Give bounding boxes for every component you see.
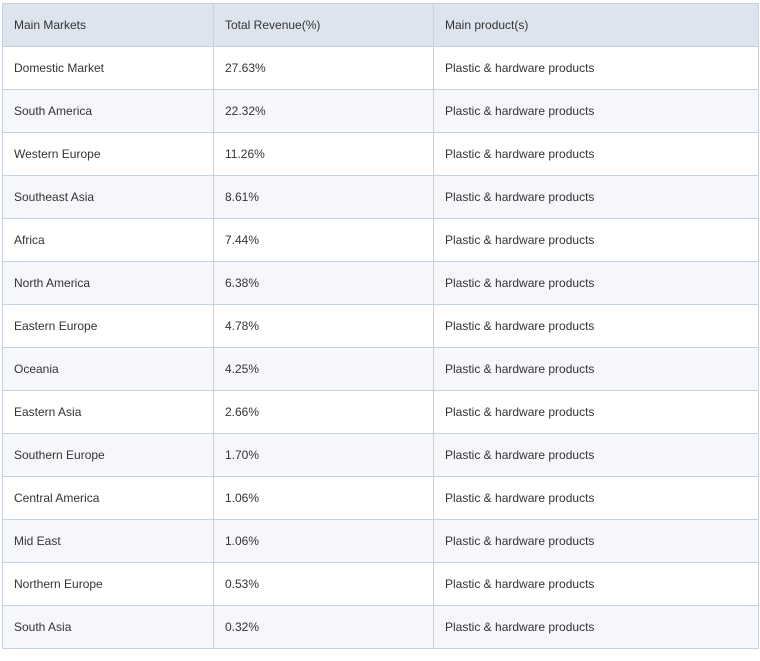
revenue-cell: 0.53% <box>213 562 434 606</box>
table-row: Northern Europe 0.53% Plastic & hardware p… <box>2 562 759 606</box>
market-cell: South America <box>2 89 214 133</box>
revenue-cell: 1.70% <box>213 433 434 477</box>
market-cell: Western Europe <box>2 132 214 176</box>
market-cell: Southeast Asia <box>2 175 214 219</box>
product-cell: Plastic & hardware products <box>433 562 759 606</box>
table-row: Central America 1.06% Plastic & hardware p… <box>2 476 759 520</box>
table-row: Southeast Asia 8.61% Plastic & hardware pr… <box>2 175 759 219</box>
market-cell: Central America <box>2 476 214 520</box>
table-row: Oceania 4.25% Plastic & hardware products <box>2 347 759 391</box>
revenue-cell: 7.44% <box>213 218 434 262</box>
table-row: Eastern Asia 2.66% Plastic & hardware prod… <box>2 390 759 434</box>
revenue-cell: 2.66% <box>213 390 434 434</box>
revenue-cell: 11.26% <box>213 132 434 176</box>
revenue-cell: 4.25% <box>213 347 434 391</box>
revenue-cell: 1.06% <box>213 476 434 520</box>
header-row: Main Markets Total Revenue(%) Main produ… <box>2 3 759 47</box>
revenue-cell: 22.32% <box>213 89 434 133</box>
market-cell: South Asia <box>2 605 214 649</box>
revenue-cell: 6.38% <box>213 261 434 305</box>
product-cell: Plastic & hardware products <box>433 433 759 477</box>
header-main-products: Main product(s) <box>433 3 759 47</box>
product-cell: Plastic & hardware products <box>433 132 759 176</box>
market-cell: Domestic Market <box>2 46 214 90</box>
product-cell: Plastic & hardware products <box>433 519 759 563</box>
product-cell: Plastic & hardware products <box>433 218 759 262</box>
table-row: Domestic Market 27.63% Plastic & hardware … <box>2 46 759 90</box>
product-cell: Plastic & hardware products <box>433 390 759 434</box>
table-row: Africa 7.44% Plastic & hardware products <box>2 218 759 262</box>
revenue-cell: 4.78% <box>213 304 434 348</box>
market-cell: Southern Europe <box>2 433 214 477</box>
table-row: Eastern Europe 4.78% Plastic & hardware pr… <box>2 304 759 348</box>
header-main-markets: Main Markets <box>2 3 214 47</box>
market-cell: Mid East <box>2 519 214 563</box>
product-cell: Plastic & hardware products <box>433 347 759 391</box>
product-cell: Plastic & hardware products <box>433 304 759 348</box>
product-cell: Plastic & hardware products <box>433 605 759 649</box>
table-body: Domestic Market 27.63% Plastic & hardware … <box>2 46 759 649</box>
table-row: North America 6.38% Plastic & hardware pro… <box>2 261 759 305</box>
table-row: South Asia 0.32% Plastic & hardware produc… <box>2 605 759 649</box>
table-row: Mid East 1.06% Plastic & hardware products <box>2 519 759 563</box>
revenue-cell: 1.06% <box>213 519 434 563</box>
product-cell: Plastic & hardware products <box>433 476 759 520</box>
header-total-revenue: Total Revenue(%) <box>213 3 434 47</box>
table-row: Western Europe 11.26% Plastic & hardware p… <box>2 132 759 176</box>
revenue-cell: 27.63% <box>213 46 434 90</box>
table-row: South America 22.32% Plastic & hardware pr… <box>2 89 759 133</box>
market-cell: Northern Europe <box>2 562 214 606</box>
market-cell: North America <box>2 261 214 305</box>
product-cell: Plastic & hardware products <box>433 261 759 305</box>
table-row: Southern Europe 1.70% Plastic & hardware p… <box>2 433 759 477</box>
product-cell: Plastic & hardware products <box>433 89 759 133</box>
revenue-cell: 8.61% <box>213 175 434 219</box>
market-cell: Eastern Asia <box>2 390 214 434</box>
table-header: Main Markets Total Revenue(%) Main produ… <box>2 3 759 47</box>
product-cell: Plastic & hardware products <box>433 175 759 219</box>
market-cell: Eastern Europe <box>2 304 214 348</box>
market-cell: Africa <box>2 218 214 262</box>
product-cell: Plastic & hardware products <box>433 46 759 90</box>
revenue-cell: 0.32% <box>213 605 434 649</box>
markets-table: Main Markets Total Revenue(%) Main produ… <box>2 3 759 649</box>
market-cell: Oceania <box>2 347 214 391</box>
